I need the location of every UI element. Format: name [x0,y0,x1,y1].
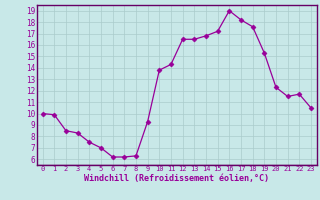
X-axis label: Windchill (Refroidissement éolien,°C): Windchill (Refroidissement éolien,°C) [84,174,269,183]
